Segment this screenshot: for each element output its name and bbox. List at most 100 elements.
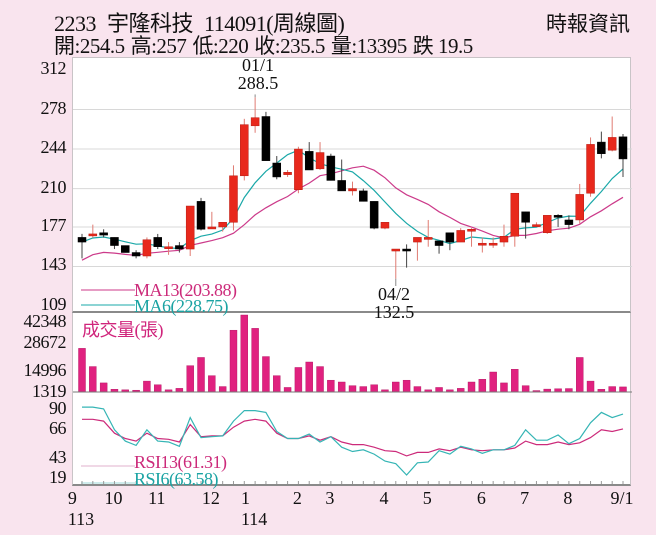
x-tick-label: 11 xyxy=(148,488,166,508)
candle-body xyxy=(618,136,628,160)
candlestick xyxy=(532,222,541,227)
y-tick-label: 177 xyxy=(40,214,67,235)
x-tick-label: 8 xyxy=(563,488,573,508)
volume-bar xyxy=(186,365,194,393)
candle-body xyxy=(413,237,422,243)
candle-body xyxy=(131,252,141,257)
candlestick xyxy=(391,248,401,279)
volume-bar xyxy=(251,328,259,393)
chart-title: 2233 宇隆科技 114091(周線圖) xyxy=(54,6,350,38)
candlestick xyxy=(488,237,498,248)
volume-bar xyxy=(273,375,281,393)
candle-body xyxy=(467,229,476,232)
volume-bar xyxy=(370,384,378,393)
candlestick xyxy=(402,244,411,268)
candle-body xyxy=(532,224,541,227)
candle-body xyxy=(326,155,336,181)
volume-bar xyxy=(402,379,411,393)
volume-value: 量:13395 xyxy=(330,34,407,58)
low-value: 低:220 xyxy=(192,34,249,58)
y-tick-label: 90 xyxy=(49,398,67,418)
candle-body xyxy=(380,222,390,229)
stock-code: 2233 xyxy=(54,11,97,36)
close-value: 收:235.5 xyxy=(254,34,325,58)
volume-bar xyxy=(392,381,400,393)
candle-body xyxy=(597,141,606,154)
volume-bar xyxy=(478,379,487,393)
candle-body xyxy=(434,240,444,246)
volume-bar xyxy=(175,388,184,393)
candle-body xyxy=(456,230,465,243)
x-tick-label: 6 xyxy=(476,488,486,508)
y-tick-label: 1319 xyxy=(32,381,67,401)
candle-body xyxy=(607,137,617,151)
candlestick xyxy=(413,237,422,261)
stock-name: 宇隆科技 xyxy=(107,11,194,36)
candle-body xyxy=(294,148,303,190)
volume-bar xyxy=(218,386,227,393)
y-tick-label: 28672 xyxy=(23,332,67,352)
y-tick-label: 312 xyxy=(40,58,67,78)
candlestick xyxy=(510,192,520,247)
candle-body xyxy=(250,117,260,127)
y-tick-label: 66 xyxy=(49,418,67,438)
change-value: 跌 19.5 xyxy=(412,34,474,58)
candlestick xyxy=(434,240,444,254)
volume-bar xyxy=(500,382,508,393)
volume-bar xyxy=(208,375,216,393)
candle-body xyxy=(77,237,87,243)
candle-body xyxy=(164,246,173,249)
candle-body xyxy=(499,235,509,243)
candle-body xyxy=(229,175,238,223)
low-date: 04/2 xyxy=(377,284,410,304)
x-tick-label: 10 xyxy=(104,488,123,508)
candle-body xyxy=(196,201,206,230)
candlestick xyxy=(164,242,173,255)
volume-bar xyxy=(359,386,368,393)
y-tick-label: 109 xyxy=(40,294,67,314)
candlestick xyxy=(445,232,455,251)
volume-bar xyxy=(457,388,465,393)
open-value: 開:254.5 xyxy=(54,34,125,58)
candle-body xyxy=(478,242,487,246)
volume-bar xyxy=(240,314,249,393)
candlestick xyxy=(110,237,119,250)
candlestick xyxy=(261,111,271,161)
candlestick xyxy=(99,229,108,238)
candle-body xyxy=(153,237,162,247)
volume-bar xyxy=(89,366,97,393)
candlestick xyxy=(423,219,433,247)
candle-body xyxy=(99,232,108,236)
candlestick xyxy=(575,183,584,224)
volume-bar xyxy=(435,387,443,393)
candlestick xyxy=(564,215,574,230)
candle-body xyxy=(207,226,217,230)
candlestick xyxy=(196,197,206,231)
high-annotation: 01/1 288.5 xyxy=(238,56,279,92)
y-tick-label: 143 xyxy=(40,254,67,275)
high-value-label: 288.5 xyxy=(237,73,279,93)
candle-body xyxy=(488,242,498,246)
candle-body xyxy=(553,215,563,218)
candlestick xyxy=(218,222,227,232)
candle-body xyxy=(121,245,130,253)
candlestick xyxy=(185,205,195,257)
x-tick-label: 3 xyxy=(325,488,335,508)
candlestick xyxy=(607,116,617,152)
candle-body xyxy=(575,194,584,221)
ohlc-summary: 開:254.5 高:257 低:220 收:235.5 量:13395 跌 19.5 xyxy=(54,30,479,60)
rsi13-legend: RSI13(61.31) xyxy=(134,452,227,472)
candlestick xyxy=(597,131,606,159)
candlestick xyxy=(153,233,162,250)
candle-body xyxy=(185,205,195,250)
volume-bar xyxy=(467,381,476,393)
x-tick-label: 4 xyxy=(379,488,389,508)
year-label: 114 xyxy=(240,509,268,529)
volume-bar xyxy=(608,386,616,393)
ma13-line xyxy=(81,165,624,261)
candlestick xyxy=(131,250,141,259)
volume-bar xyxy=(78,348,86,393)
volume-bar xyxy=(99,382,108,393)
candle-body xyxy=(586,144,595,194)
x-tick-label: 9/1 xyxy=(610,488,634,508)
